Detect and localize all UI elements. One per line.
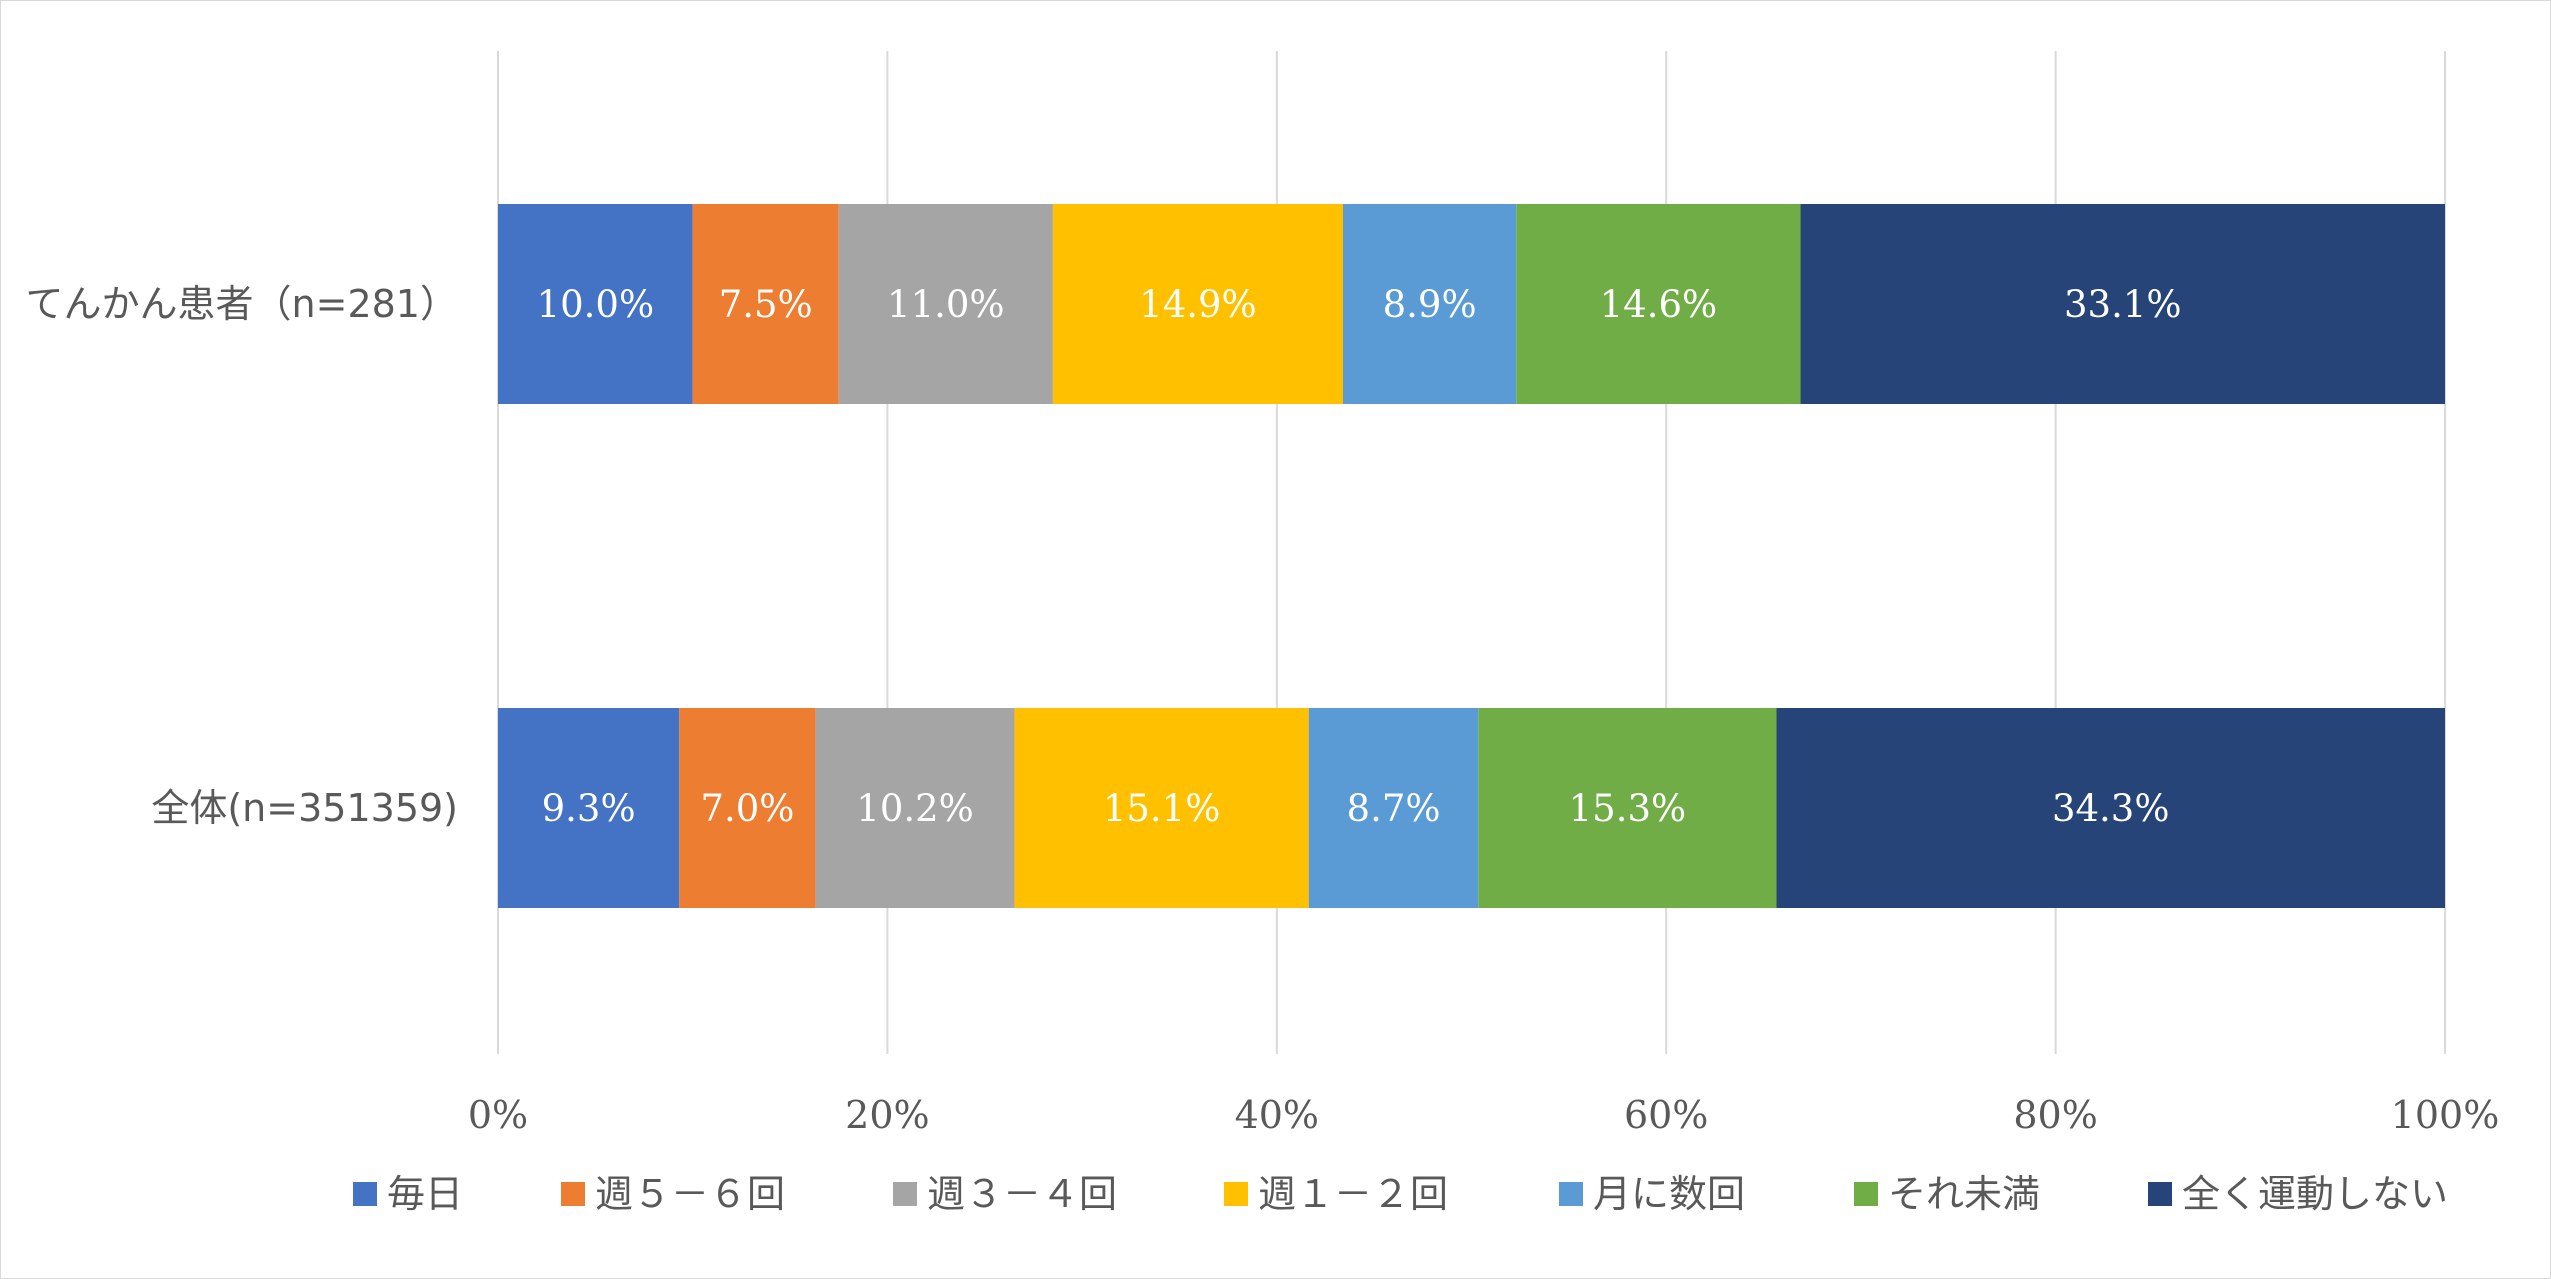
legend-item: 全く運動しない — [2148, 1172, 2448, 1216]
data-label: 14.9% — [1139, 283, 1257, 326]
legend-label: 毎日 — [387, 1172, 463, 1216]
bar-segment — [838, 204, 1053, 404]
legend-item: 週５－６回 — [561, 1172, 785, 1216]
data-label: 15.1% — [1103, 787, 1221, 830]
bar-segment — [1052, 204, 1343, 404]
legend-label: 週１－２回 — [1258, 1172, 1448, 1216]
bar-segment — [1800, 204, 2445, 404]
legend-swatch — [353, 1182, 377, 1206]
x-tick-label: 20% — [845, 1093, 929, 1137]
bar-segment — [1516, 204, 1801, 404]
x-tick-label: 80% — [2013, 1093, 2097, 1137]
legend-item: 毎日 — [353, 1172, 463, 1216]
data-label: 7.0% — [700, 787, 794, 830]
x-tick-label: 60% — [1624, 1093, 1708, 1137]
data-label: 7.5% — [719, 283, 813, 326]
legend-item: 週１－２回 — [1224, 1172, 1448, 1216]
legend-label: それ未満 — [1888, 1172, 2040, 1216]
category-label: てんかん患者（n=281） — [26, 282, 458, 326]
legend-item: 月に数回 — [1559, 1172, 1745, 1216]
bar-segment — [679, 708, 816, 908]
data-label: 9.3% — [542, 787, 636, 830]
value-axis: 0% 20% 40% 60% 80% 100% — [468, 1093, 2499, 1137]
legend-item: それ未満 — [1854, 1172, 2040, 1216]
bar-segment — [815, 708, 1015, 908]
data-label: 33.1% — [2064, 283, 2182, 326]
bar-segment — [1776, 708, 2445, 908]
legend-swatch — [1224, 1182, 1248, 1206]
bar-segment — [1308, 708, 1479, 908]
legend-label: 週３－４回 — [927, 1172, 1117, 1216]
x-tick-label: 100% — [2391, 1093, 2500, 1137]
data-label: 10.2% — [856, 787, 974, 830]
legend-swatch — [2148, 1182, 2172, 1206]
bar-segment — [1342, 204, 1517, 404]
data-label: 11.0% — [887, 283, 1005, 326]
legend-item: 週３－４回 — [893, 1172, 1117, 1216]
data-label: 14.6% — [1600, 283, 1718, 326]
bars: 10.0% 7.5% 11.0% 14.9% 8.9% 14.6% 33.1% 9.3% 7.0… — [498, 204, 2445, 908]
bar-segment — [692, 204, 839, 404]
legend-swatch — [561, 1182, 585, 1206]
data-label: 34.3% — [2052, 787, 2170, 830]
x-tick-label: 0% — [468, 1093, 528, 1137]
legend-swatch — [1854, 1182, 1878, 1206]
bar-segment — [498, 204, 693, 404]
legend-swatch — [893, 1182, 917, 1206]
legend-label: 月に数回 — [1593, 1172, 1745, 1216]
legend: 毎日 週５－６回 週３－４回 週１－２回 月に数回 それ未満 全く運動しない — [353, 1172, 2448, 1216]
data-label: 15.3% — [1569, 787, 1687, 830]
x-tick-label: 40% — [1235, 1093, 1319, 1137]
legend-label: 週５－６回 — [595, 1172, 785, 1216]
bar-segment — [1014, 708, 1309, 908]
data-label: 8.7% — [1347, 787, 1441, 830]
category-axis: てんかん患者（n=281） 全体(n=351359) — [26, 282, 458, 830]
data-label: 8.9% — [1383, 283, 1477, 326]
bar-segment — [498, 708, 680, 908]
category-label: 全体(n=351359) — [151, 786, 458, 830]
legend-label: 全く運動しない — [2182, 1172, 2448, 1216]
data-label: 10.0% — [537, 283, 655, 326]
bar-segment — [1478, 708, 1777, 908]
legend-swatch — [1559, 1182, 1583, 1206]
